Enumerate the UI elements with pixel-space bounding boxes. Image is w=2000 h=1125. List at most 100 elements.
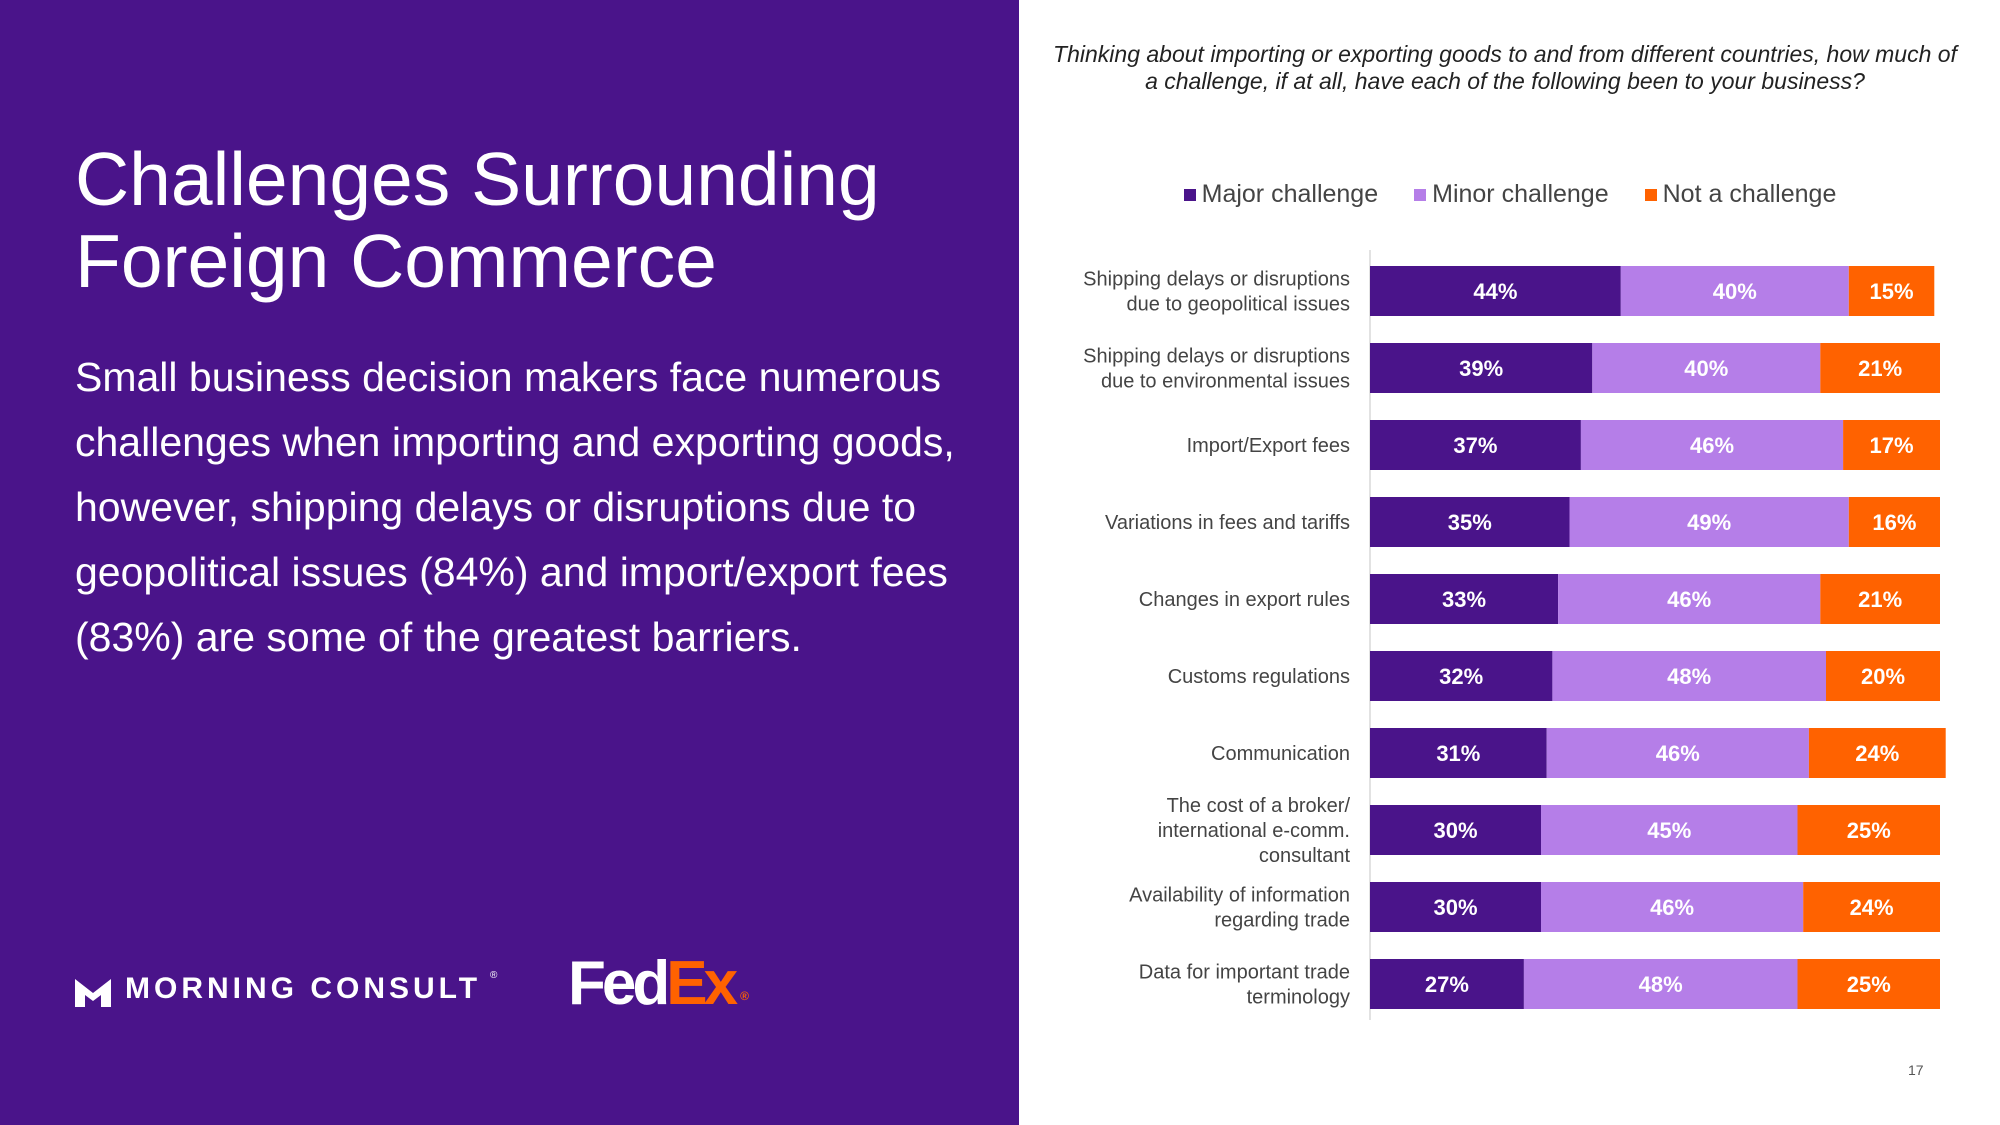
bar-value-label: 25% — [1847, 818, 1891, 843]
bar-value-label: 25% — [1847, 972, 1891, 997]
bar-value-label: 33% — [1442, 587, 1486, 612]
category-label-line: Shipping delays or disruptions — [1083, 269, 1350, 291]
category-label-line: consultant — [1259, 845, 1351, 867]
bar-segment-major — [1370, 882, 1541, 932]
legend-swatch-major — [1183, 188, 1196, 201]
morning-consult-mark-icon — [75, 979, 111, 1007]
bar-value-label: 15% — [1870, 279, 1914, 304]
stacked-bar-chart: Shipping delays or disruptions due to geo… — [1083, 250, 1946, 1020]
bar-value-label: 46% — [1656, 741, 1700, 766]
bar-segment-minor — [1546, 728, 1809, 778]
bar-segment-minor — [1580, 420, 1844, 470]
morning-consult-logo: MORNING CONSULT ® — [75, 970, 515, 1010]
bar-value-label: 44% — [1473, 279, 1517, 304]
bar-value-label: 31% — [1436, 741, 1480, 766]
bar-value-label: 45% — [1647, 818, 1691, 843]
bar-segment-major — [1370, 728, 1547, 778]
fedex-logo-ex: Ex — [666, 949, 738, 1018]
category-label-line: Changes in export rules — [1139, 589, 1350, 611]
legend-item-not: Not a challenge — [1644, 180, 1837, 209]
bar-value-label: 21% — [1858, 356, 1902, 381]
chart-question-title: Thinking about importing or exporting go… — [1053, 41, 1957, 94]
category-label-line: The cost of a broker/ — [1167, 795, 1351, 817]
legend-swatch-minor — [1414, 188, 1427, 201]
bar-segment-not — [1843, 420, 1940, 470]
bar-segment-not — [1848, 497, 1940, 547]
category-label: The cost of a broker/international e-com… — [1158, 795, 1351, 867]
bar-segment-major — [1370, 574, 1559, 624]
bar-value-label: 24% — [1855, 741, 1899, 766]
bar-segment-minor — [1523, 959, 1798, 1009]
bar-segment-major — [1370, 959, 1524, 1009]
bar-value-label: 30% — [1433, 895, 1477, 920]
category-label: Customs regulations — [1168, 666, 1350, 688]
bar-segment-major — [1370, 497, 1570, 547]
slide-title-line-2: Foreign Commerce — [75, 219, 717, 303]
category-label-line: Import/Export fees — [1187, 435, 1350, 457]
bar-segment-major — [1370, 420, 1581, 470]
bar-segment-major — [1370, 651, 1553, 701]
left-panel: Challenges Surrounding Foreign Commerce … — [0, 0, 1019, 1125]
bar-segment-not — [1848, 266, 1935, 316]
category-label: Availability of information regarding tra… — [1129, 885, 1350, 932]
chart-legend: Major challenge Minor challenge Not a ch… — [1070, 180, 1950, 209]
bar-value-label: 40% — [1713, 279, 1757, 304]
morning-consult-registered-mark: ® — [490, 970, 498, 981]
bar-segment-not — [1797, 805, 1940, 855]
bar-segment-not — [1820, 574, 1940, 624]
bar-segment-minor — [1552, 651, 1826, 701]
bar-segment-minor — [1592, 343, 1821, 393]
morning-consult-wordmark: MORNING CONSULT — [125, 972, 482, 1005]
category-label-line: Availability of information — [1129, 885, 1350, 907]
bar-value-label: 17% — [1870, 433, 1914, 458]
category-label-line: Customs regulations — [1168, 666, 1350, 688]
bar-segment-major — [1370, 343, 1593, 393]
category-label-line: regarding trade — [1214, 910, 1350, 932]
bar-segment-not — [1826, 651, 1940, 701]
bar-segment-major — [1370, 266, 1621, 316]
category-label: Variations in fees and tariffs — [1105, 512, 1350, 534]
category-label: Data for important trade terminology — [1139, 962, 1350, 1009]
fedex-logo: FedEx ® — [568, 948, 749, 1019]
bar-value-label: 16% — [1872, 510, 1916, 535]
bar-segment-minor — [1541, 805, 1798, 855]
bar-segment-major — [1370, 805, 1541, 855]
bar-segment-not — [1820, 343, 1940, 393]
category-label: Changes in export rules — [1139, 589, 1350, 611]
category-label-line: Communication — [1211, 743, 1350, 765]
bar-value-label: 32% — [1439, 664, 1483, 689]
category-label-line: due to environmental issues — [1101, 371, 1350, 393]
bar-value-label: 40% — [1684, 356, 1728, 381]
category-label-line: Data for important trade — [1139, 962, 1350, 984]
slide-title-line-1: Challenges Surrounding — [75, 137, 880, 221]
category-label: Import/Export fees — [1187, 435, 1350, 457]
bar-segment-minor — [1541, 882, 1804, 932]
bar-value-label: 24% — [1850, 895, 1894, 920]
bar-value-label: 48% — [1667, 664, 1711, 689]
category-label: Communication — [1211, 743, 1350, 765]
slide-body-text: Small business decision makers face nume… — [75, 354, 955, 660]
bar-value-label: 49% — [1687, 510, 1731, 535]
bar-value-label: 39% — [1459, 356, 1503, 381]
category-label-line: Variations in fees and tariffs — [1105, 512, 1350, 534]
category-label-line: Shipping delays or disruptions — [1083, 346, 1350, 368]
bar-segment-minor — [1569, 497, 1849, 547]
category-label-line: due to geopolitical issues — [1127, 294, 1350, 316]
page-number: 17 — [1908, 1062, 1924, 1078]
bar-value-label: 20% — [1861, 664, 1905, 689]
fedex-registered-mark: ® — [740, 989, 749, 1003]
bar-segment-not — [1803, 882, 1940, 932]
category-label-line: international e-comm. — [1158, 820, 1350, 842]
bar-value-label: 37% — [1453, 433, 1497, 458]
category-label-line: terminology — [1247, 987, 1350, 1009]
category-label: Shipping delays or disruptions due to env… — [1083, 346, 1350, 393]
legend-label-minor: Minor challenge — [1432, 180, 1609, 208]
bar-value-label: 21% — [1858, 587, 1902, 612]
legend-label-not: Not a challenge — [1662, 180, 1837, 208]
bar-segment-minor — [1620, 266, 1849, 316]
category-label: Shipping delays or disruptions due to geo… — [1083, 269, 1350, 316]
fedex-logo-fed: Fed — [568, 949, 670, 1018]
legend-swatch-not — [1644, 188, 1657, 201]
legend-label-major: Major challenge — [1201, 180, 1379, 208]
bar-value-label: 48% — [1639, 972, 1683, 997]
